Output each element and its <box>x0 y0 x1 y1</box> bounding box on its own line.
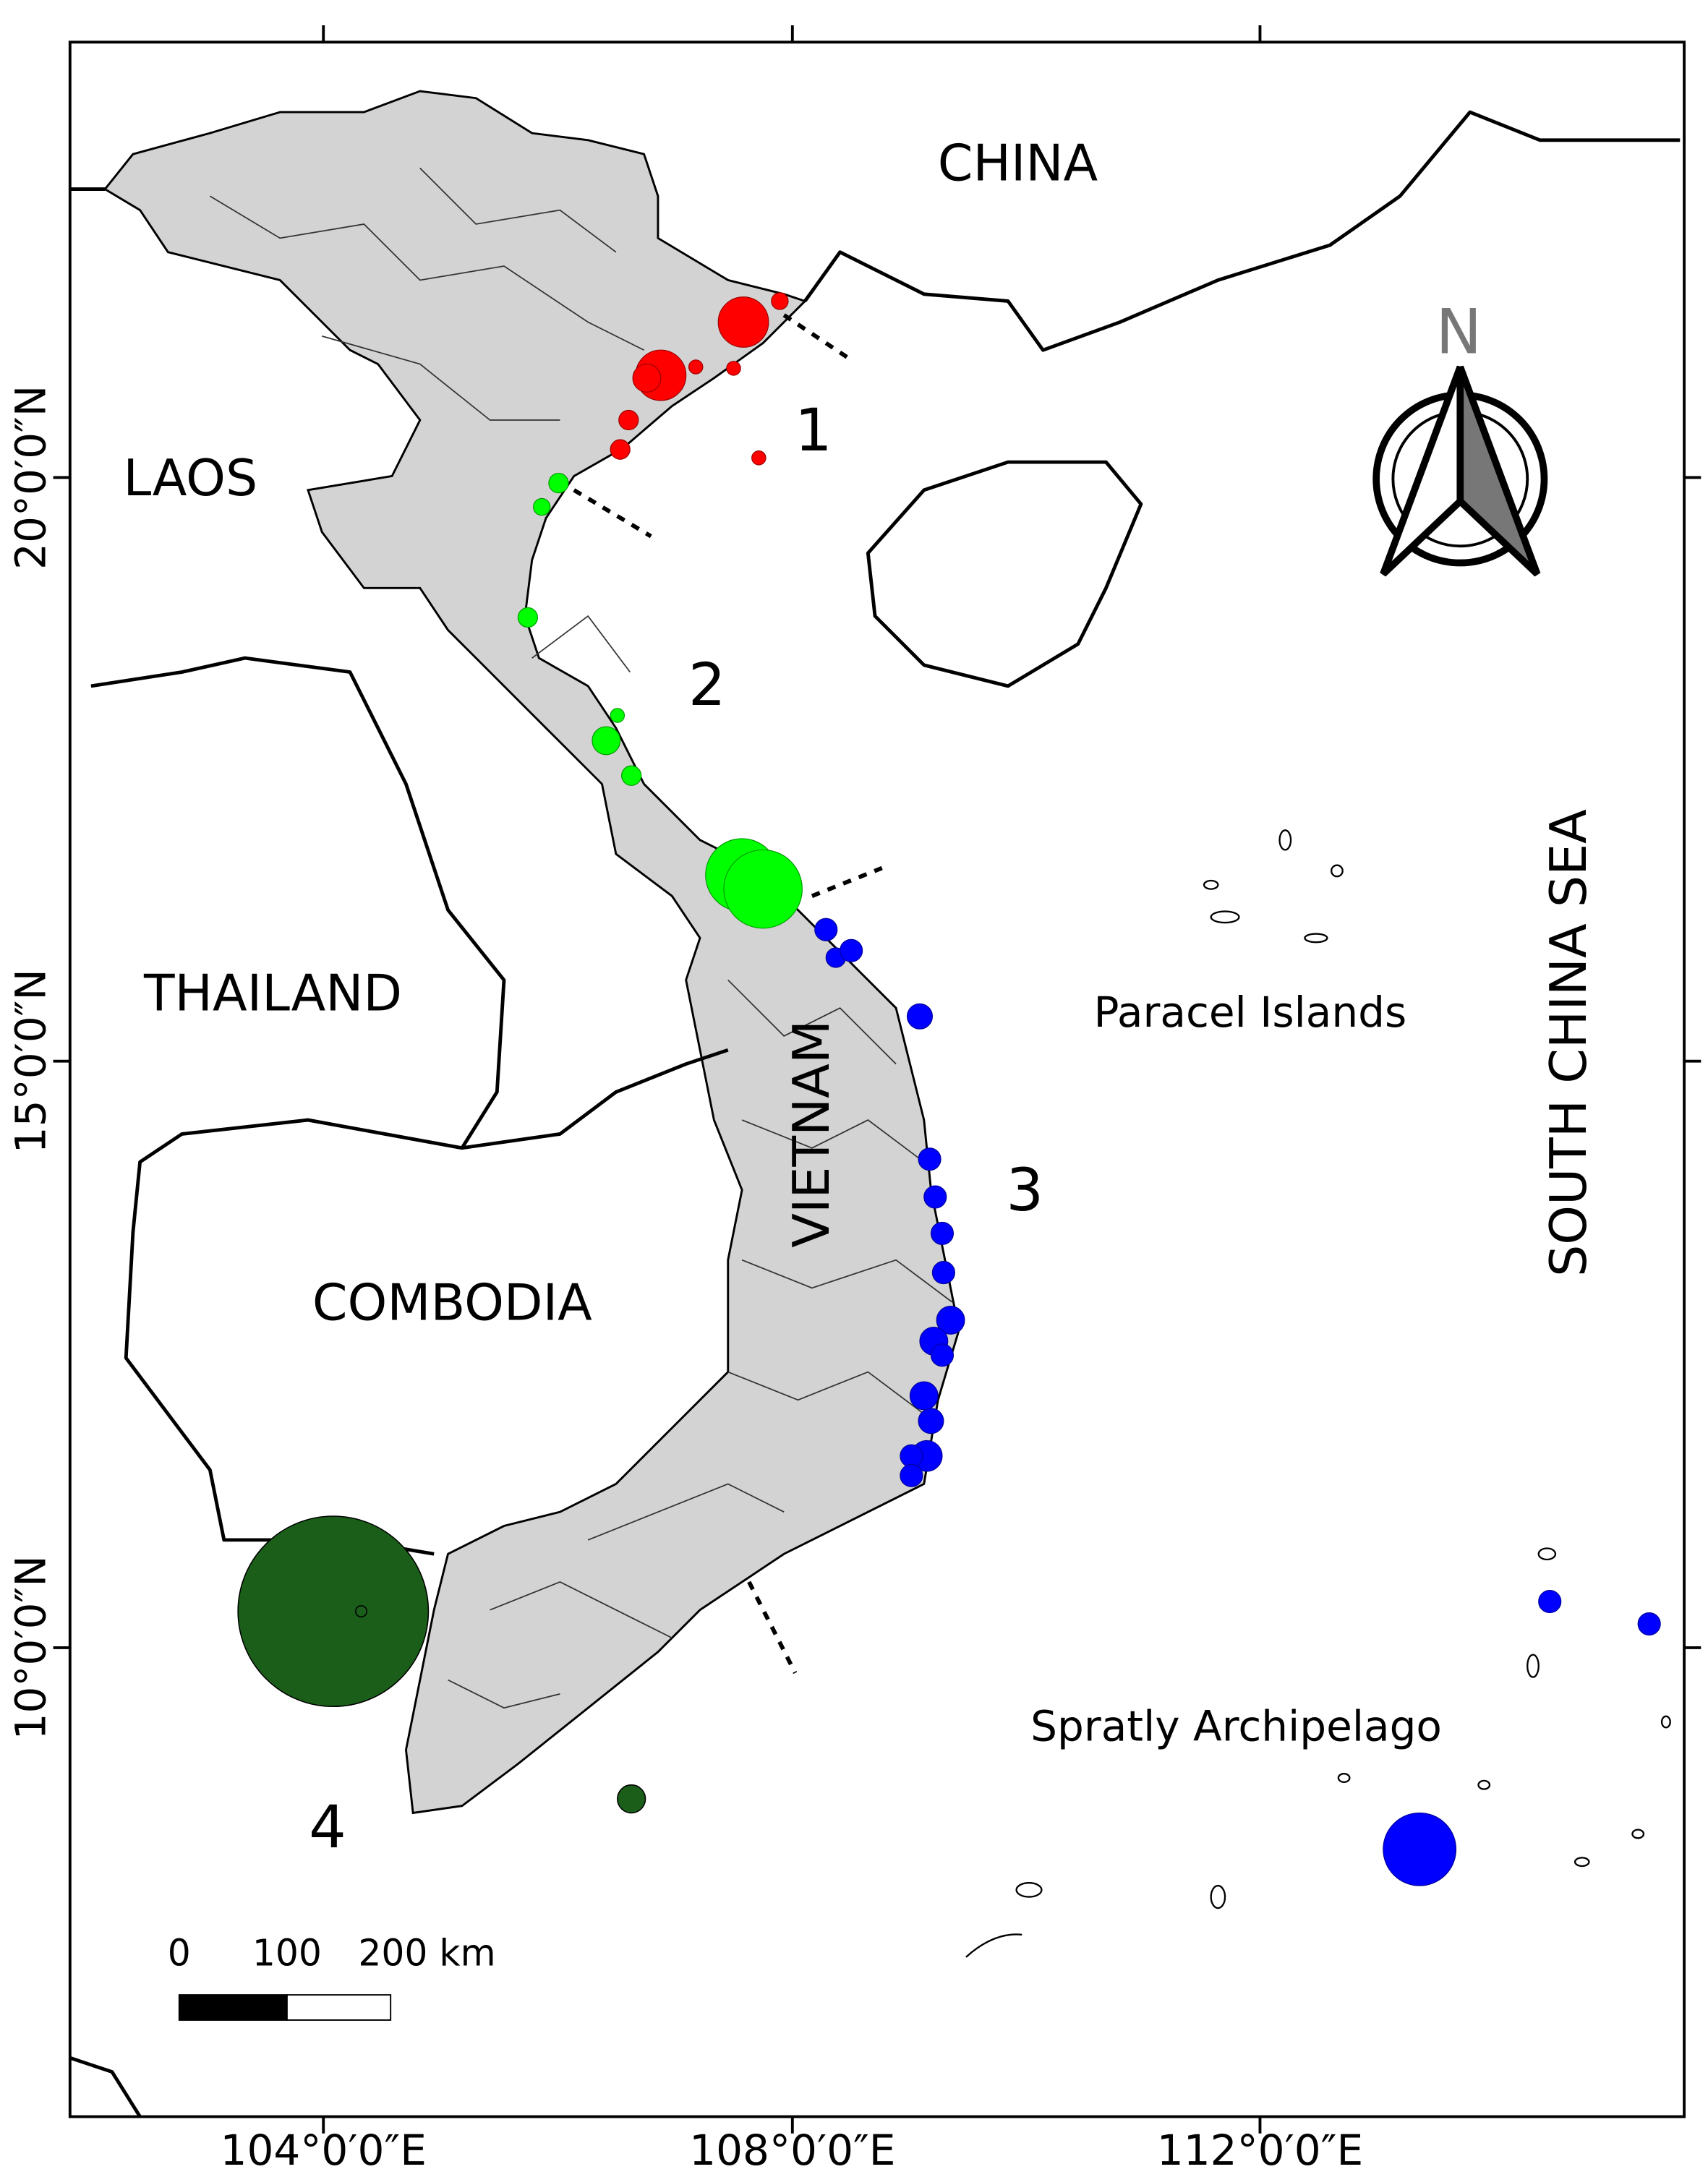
island-label: Spratly Archipelago <box>1030 1701 1442 1750</box>
scale-bar-part <box>286 1994 392 2021</box>
site-marker <box>533 497 551 516</box>
site-marker <box>688 359 704 375</box>
site-marker <box>610 439 631 460</box>
map-frame <box>68 40 1686 2118</box>
country-label: LAOS <box>123 449 257 508</box>
island-group-part <box>1278 829 1292 851</box>
site-marker <box>717 296 769 348</box>
map-frame-group <box>53 25 1701 2134</box>
site-marker <box>931 1261 955 1285</box>
site-marker <box>1538 1589 1562 1614</box>
site-marker <box>840 938 863 962</box>
island-group-part <box>1477 1779 1491 1790</box>
reef <box>965 1933 1022 1958</box>
island-group-part <box>1210 910 1240 924</box>
site-marker <box>751 450 767 466</box>
site-marker <box>918 1147 941 1171</box>
site-marker <box>354 1605 368 1618</box>
longitude-label: 104°0′0″E <box>221 2126 427 2175</box>
site-marker <box>621 765 642 786</box>
site-marker <box>909 1381 939 1411</box>
island-group-part <box>1304 933 1328 944</box>
province-borders <box>209 167 953 1709</box>
island-group-part <box>1526 1654 1540 1678</box>
site-marker <box>930 1343 955 1367</box>
sites-region-4 <box>237 1515 646 1814</box>
country-label: THAILAND <box>143 965 402 1023</box>
scale-label: 200 km <box>358 1931 495 1974</box>
site-marker <box>814 918 838 941</box>
scale-label: 0 <box>168 1931 191 1974</box>
site-marker <box>618 409 639 431</box>
sites-region-2 <box>517 473 803 929</box>
region-label: 1 <box>795 397 832 465</box>
island-group-part <box>1015 1882 1043 1898</box>
region-separator <box>573 313 883 1675</box>
region-label: 4 <box>309 1794 346 1862</box>
country-label: COMBODIA <box>312 1274 592 1333</box>
laos-thailand-border <box>90 656 729 1150</box>
site-marker <box>900 1444 923 1468</box>
graticule-ticks <box>53 25 1701 2134</box>
site-marker <box>617 1784 646 1814</box>
site-marker <box>936 1305 965 1335</box>
corner-coast <box>69 2056 142 2118</box>
island-group-part <box>1337 1773 1351 1783</box>
country-label: CHINA <box>938 134 1098 193</box>
island-group-part <box>1210 1884 1226 1909</box>
region-label: 3 <box>1006 1157 1043 1225</box>
latitude-label: 10°0′0″N <box>7 1555 56 1740</box>
region-label: 2 <box>688 651 726 719</box>
site-marker <box>726 361 741 376</box>
site-marker <box>771 292 789 310</box>
latitude-label: 15°0′0″N <box>7 969 56 1153</box>
site-marker <box>610 708 625 723</box>
site-marker <box>237 1515 430 1708</box>
north-arrow-part <box>1456 365 1541 577</box>
island-group-part <box>1631 1829 1645 1839</box>
site-marker <box>592 726 621 756</box>
island-group-part <box>1574 1857 1590 1868</box>
island-group <box>965 829 1671 1958</box>
site-marker <box>906 1003 934 1030</box>
island-group-part <box>1203 879 1219 890</box>
site-marker <box>923 1185 947 1209</box>
site-marker <box>1383 1812 1457 1886</box>
sites-region-3 <box>814 918 1661 1886</box>
vietnam-area <box>103 90 960 1815</box>
island-label: Paracel Islands <box>1094 988 1407 1037</box>
island-group-part <box>1331 864 1344 878</box>
latitude-label: 20°0′0″N <box>7 385 56 570</box>
site-marker <box>632 364 662 393</box>
sites-region-1 <box>610 292 789 466</box>
hainan <box>866 460 1143 688</box>
site-marker <box>548 473 569 494</box>
site-marker <box>1637 1612 1661 1636</box>
cambodia-border <box>124 1118 463 1556</box>
island-group-part <box>1660 1715 1671 1729</box>
scale-bar-part <box>178 1994 288 2021</box>
site-marker <box>918 1408 944 1434</box>
longitude-label: 112°0′0″E <box>1157 2126 1363 2175</box>
north-label: N <box>1436 296 1482 368</box>
longitude-label: 108°0′0″E <box>689 2126 895 2175</box>
scale-bar: 0 100 200 km <box>168 1931 496 2021</box>
site-marker <box>930 1221 955 1245</box>
scale-label: 100 <box>252 1931 322 1974</box>
sea-label: SOUTH CHINA SEA <box>1540 809 1598 1277</box>
country-label: VIETNAM <box>782 1020 841 1248</box>
china-coast <box>803 110 1681 352</box>
site-marker <box>517 607 539 628</box>
site-marker <box>723 849 803 929</box>
north-arrow: N <box>1372 296 1548 577</box>
site-marker <box>900 1463 923 1487</box>
island-group-part <box>1537 1547 1557 1561</box>
